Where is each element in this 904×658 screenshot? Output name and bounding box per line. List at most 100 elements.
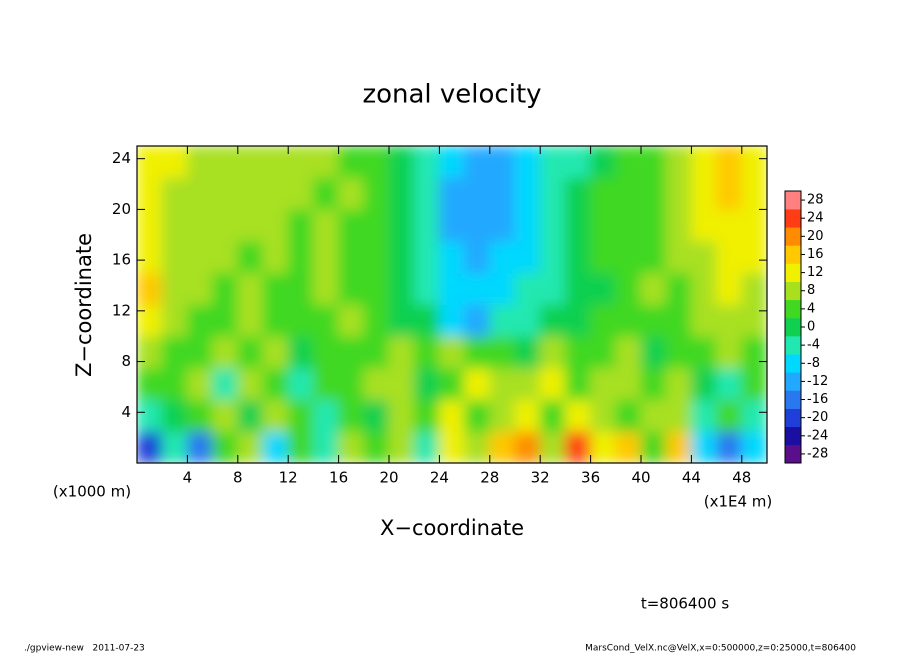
heatmap-cell xyxy=(413,208,440,242)
heatmap-cell xyxy=(161,272,188,305)
heatmap-cell xyxy=(413,177,440,210)
heatmap-cell xyxy=(262,335,289,369)
heatmap-cell xyxy=(388,272,415,305)
heatmap-cell xyxy=(464,272,491,305)
heatmap-cell xyxy=(690,177,718,210)
heatmap-cell xyxy=(690,272,718,305)
heatmap-cell xyxy=(716,272,743,305)
heatmap-cell xyxy=(464,430,491,463)
colorbar-band xyxy=(785,191,801,210)
heatmap-cell xyxy=(212,208,239,242)
heatmap-cell xyxy=(413,367,440,401)
heatmap-cell xyxy=(363,177,390,210)
heatmap-cell xyxy=(388,399,415,432)
colorbar-tick-label: 28 xyxy=(807,193,824,208)
x-tick-label: 12 xyxy=(279,469,298,487)
heatmap-cell xyxy=(615,146,642,179)
heatmap-cell xyxy=(741,430,767,463)
heatmap-cell xyxy=(186,335,214,369)
heatmap-cell xyxy=(640,146,667,179)
heatmap-cell xyxy=(564,208,592,242)
heatmap-cell xyxy=(665,399,692,432)
y-unit-label: (x1000 m) xyxy=(53,483,131,501)
colorbar-band xyxy=(785,209,801,228)
heatmap-cell xyxy=(237,335,264,369)
colorbar-band xyxy=(785,299,801,319)
heatmap-cell xyxy=(464,304,491,337)
heatmap-cell xyxy=(690,430,718,463)
heatmap-cell xyxy=(262,399,289,432)
heatmap-cell xyxy=(363,146,390,179)
heatmap-cell xyxy=(287,367,314,401)
y-tick-label: 24 xyxy=(112,149,131,167)
heatmap-cell xyxy=(413,335,440,369)
time-annotation: t=806400 s xyxy=(641,595,729,613)
heatmap-cell xyxy=(312,304,340,337)
heatmap-cell xyxy=(690,367,718,401)
heatmap-cell xyxy=(615,335,642,369)
heatmap-cell xyxy=(514,399,541,432)
colorbar-tick-label: 12 xyxy=(807,265,824,280)
heatmap-cell xyxy=(564,367,592,401)
heatmap-cell xyxy=(464,399,491,432)
heatmap-cell xyxy=(564,399,592,432)
heatmap-cell xyxy=(615,208,642,242)
heatmap-field xyxy=(137,146,767,463)
heatmap-cell xyxy=(186,240,214,274)
heatmap-cell xyxy=(640,304,667,337)
heatmap-cell xyxy=(590,430,617,463)
heatmap-cell xyxy=(716,146,743,179)
heatmap-cell xyxy=(212,399,239,432)
heatmap-cell xyxy=(665,240,692,274)
heatmap-cell xyxy=(514,335,541,369)
chart-title: zonal velocity xyxy=(362,80,541,110)
colorbar-tick-label: -16 xyxy=(807,392,828,407)
colorbar-band xyxy=(785,444,801,464)
x-tick-label: 32 xyxy=(531,469,550,487)
heatmap-cell xyxy=(514,146,541,179)
heatmap-cell xyxy=(690,335,718,369)
heatmap-cell xyxy=(388,177,415,210)
colorbar-band xyxy=(785,408,801,428)
heatmap-cell xyxy=(363,367,390,401)
heatmap-cell xyxy=(312,208,340,242)
heatmap-cell xyxy=(590,177,617,210)
heatmap-cell xyxy=(137,146,163,179)
colorbar-band xyxy=(785,336,801,355)
heatmap-cell xyxy=(514,272,541,305)
heatmap-cell xyxy=(590,367,617,401)
heatmap-cell xyxy=(690,208,718,242)
plot-frame xyxy=(136,145,768,464)
colorbar-tick-label: 16 xyxy=(807,247,824,262)
heatmap-cell xyxy=(413,430,440,463)
heatmap-cell xyxy=(186,177,214,210)
heatmap-cell xyxy=(212,177,239,210)
heatmap-cell xyxy=(287,272,314,305)
heatmap-cell xyxy=(186,367,214,401)
heatmap-cell xyxy=(489,399,516,432)
heatmap-cell xyxy=(489,208,516,242)
heatmap-cell xyxy=(137,430,163,463)
heatmap-cell xyxy=(564,430,592,463)
heatmap-cell xyxy=(590,208,617,242)
heatmap-cell xyxy=(564,146,592,179)
heatmap-cell xyxy=(388,240,415,274)
heatmap-cell xyxy=(413,399,440,432)
colorbar-tick-label: -20 xyxy=(807,410,828,425)
heatmap-cell xyxy=(514,240,541,274)
heatmap-cell xyxy=(464,208,491,242)
heatmap-cell xyxy=(438,367,466,401)
heatmap-cell xyxy=(741,335,767,369)
heatmap-cell xyxy=(640,177,667,210)
heatmap-cell xyxy=(590,272,617,305)
heatmap-cell xyxy=(237,177,264,210)
heatmap-cell xyxy=(186,146,214,179)
heatmap-cell xyxy=(539,272,566,305)
heatmap-cell xyxy=(716,367,743,401)
x-unit-label: (x1E4 m) xyxy=(704,493,773,511)
y-tick-label: 16 xyxy=(112,251,131,269)
x-tick-label: 48 xyxy=(732,469,751,487)
heatmap-cell xyxy=(262,304,289,337)
heatmap-cell xyxy=(716,177,743,210)
heatmap-cell xyxy=(590,146,617,179)
